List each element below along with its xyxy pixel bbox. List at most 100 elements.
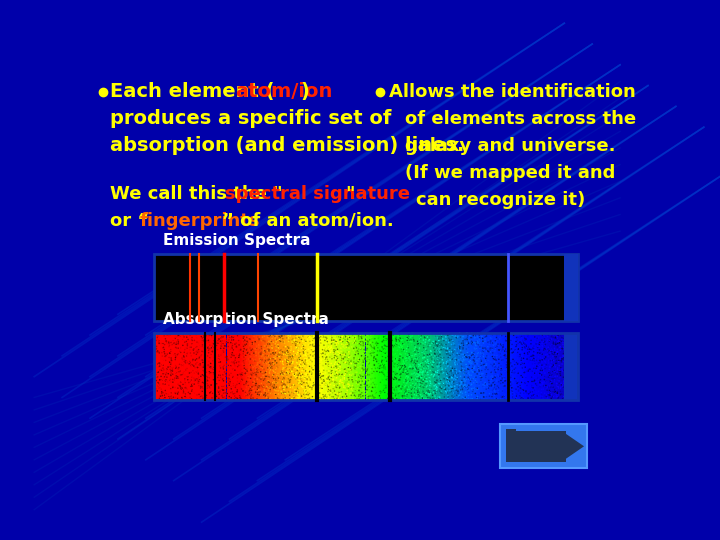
Point	[338, 392, 350, 401]
Point	[418, 329, 430, 338]
Point	[301, 375, 312, 383]
Point	[274, 347, 286, 356]
Point	[346, 366, 357, 374]
Bar	[417, 333, 418, 400]
Point	[505, 345, 517, 353]
Point	[508, 357, 520, 366]
Point	[357, 361, 369, 369]
Point	[341, 346, 353, 355]
Point	[158, 380, 170, 389]
Point	[305, 376, 316, 384]
Point	[287, 363, 299, 372]
Point	[328, 363, 339, 372]
Point	[245, 361, 256, 369]
Point	[396, 368, 408, 376]
Point	[166, 362, 178, 371]
Point	[288, 394, 300, 403]
Point	[555, 337, 567, 346]
Point	[352, 339, 364, 348]
Point	[252, 390, 264, 399]
Point	[390, 390, 402, 399]
Point	[382, 372, 393, 380]
Point	[294, 352, 306, 361]
Point	[516, 340, 528, 349]
Point	[390, 340, 402, 348]
Point	[257, 335, 269, 343]
Point	[444, 383, 455, 391]
Point	[541, 363, 552, 372]
Point	[410, 354, 421, 363]
Point	[470, 372, 482, 380]
Bar	[331, 333, 333, 400]
Point	[401, 378, 413, 387]
Point	[320, 369, 331, 377]
Point	[401, 379, 413, 387]
Point	[332, 393, 343, 401]
Point	[339, 367, 351, 375]
Point	[202, 376, 213, 385]
Point	[332, 370, 343, 379]
Point	[192, 340, 203, 349]
Point	[410, 388, 422, 396]
Point	[260, 348, 271, 356]
Point	[172, 350, 184, 359]
Point	[514, 338, 526, 347]
Point	[480, 335, 491, 343]
Point	[360, 371, 372, 380]
Point	[414, 393, 426, 402]
Point	[260, 387, 271, 396]
Point	[447, 363, 459, 372]
Point	[525, 367, 536, 375]
Point	[422, 351, 433, 360]
Point	[549, 390, 560, 399]
Point	[419, 347, 431, 355]
Point	[354, 377, 365, 386]
Point	[451, 370, 462, 379]
Point	[471, 356, 482, 365]
Point	[422, 368, 433, 376]
Point	[491, 376, 503, 384]
Point	[474, 334, 485, 342]
Point	[446, 355, 458, 363]
Point	[391, 354, 402, 363]
Point	[157, 340, 168, 349]
Point	[456, 362, 467, 371]
Point	[312, 376, 323, 384]
Point	[284, 353, 296, 361]
Point	[415, 378, 426, 387]
Point	[246, 330, 257, 339]
Point	[534, 348, 546, 357]
Point	[564, 339, 576, 347]
Point	[179, 338, 191, 347]
Point	[562, 362, 574, 370]
Point	[222, 372, 233, 381]
Point	[199, 367, 210, 375]
Point	[523, 353, 535, 361]
Point	[212, 333, 224, 342]
Point	[265, 358, 276, 367]
Point	[337, 373, 348, 381]
Point	[287, 359, 298, 367]
Point	[536, 366, 548, 375]
Point	[438, 368, 449, 377]
Point	[289, 389, 300, 397]
Point	[312, 339, 323, 347]
Point	[255, 385, 266, 394]
Point	[308, 342, 320, 350]
Point	[531, 336, 542, 345]
Point	[354, 355, 365, 364]
Point	[213, 358, 225, 367]
Point	[215, 365, 227, 374]
Point	[476, 362, 487, 370]
Point	[562, 394, 574, 402]
Point	[168, 335, 179, 343]
Point	[323, 349, 334, 358]
Point	[312, 369, 324, 377]
Point	[208, 381, 220, 389]
Point	[462, 348, 473, 357]
Point	[312, 347, 324, 355]
Point	[201, 346, 212, 354]
Point	[302, 366, 314, 375]
Point	[310, 373, 322, 381]
Point	[491, 332, 503, 340]
